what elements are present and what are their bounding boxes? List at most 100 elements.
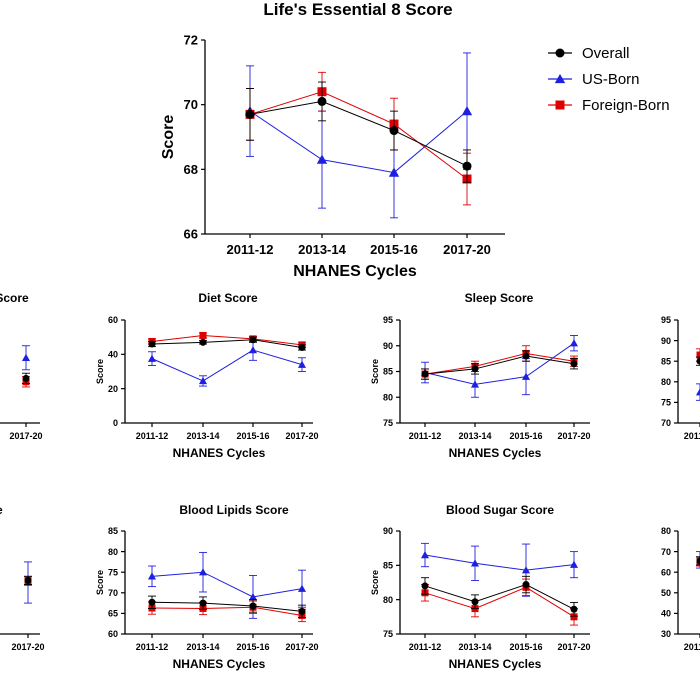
data-point bbox=[522, 352, 530, 360]
data-point bbox=[570, 360, 578, 368]
legend-label: Foreign-Born bbox=[582, 97, 670, 114]
x-tick-label: 2017-20 bbox=[285, 642, 318, 652]
series-line bbox=[249, 110, 468, 174]
legend-label: Overall bbox=[582, 45, 630, 62]
series-foreign-born bbox=[148, 331, 306, 349]
data-point bbox=[421, 582, 429, 590]
x-tick-label: 2015-16 bbox=[236, 642, 269, 652]
x-tick-label: 2015-16 bbox=[509, 431, 542, 441]
x-tick-label: 2017-20 bbox=[557, 431, 590, 441]
series-foreign-born bbox=[421, 578, 578, 626]
series-overall bbox=[696, 356, 700, 366]
x-axis-label: NHANES Cycles bbox=[449, 657, 542, 671]
data-point bbox=[245, 109, 255, 119]
y-axis-label: Score bbox=[160, 115, 177, 160]
x-axis-label: NHANES Cycles bbox=[449, 446, 542, 460]
data-point bbox=[24, 576, 32, 584]
y-tick-label: 70 bbox=[661, 547, 671, 557]
y-axis-label: Score bbox=[370, 570, 380, 595]
data-point bbox=[249, 336, 257, 344]
x-tick-label: 2017-20 bbox=[443, 242, 491, 257]
series-line bbox=[424, 554, 575, 571]
data-point bbox=[199, 599, 207, 607]
x-tick-label: 2013-14 bbox=[458, 431, 491, 441]
data-point bbox=[421, 370, 429, 378]
data-point bbox=[570, 605, 578, 613]
y-tick-label: 75 bbox=[108, 567, 118, 577]
x-tick-label: 2011-12 bbox=[227, 242, 274, 257]
chart-title: Life's Essential 8 Score bbox=[263, 0, 452, 19]
series-line bbox=[151, 601, 303, 612]
x-tick-label: 2011-12 bbox=[409, 642, 442, 652]
y-tick-label: 80 bbox=[108, 547, 118, 557]
data-point bbox=[521, 566, 531, 574]
series-line bbox=[424, 352, 575, 375]
x-tick-label: 2011-12 bbox=[684, 642, 700, 652]
data-point bbox=[317, 96, 327, 106]
data-point bbox=[570, 613, 578, 621]
y-tick-label: 85 bbox=[383, 367, 393, 377]
series-line bbox=[151, 334, 303, 346]
y-tick-label: 72 bbox=[184, 33, 198, 48]
legend-label: US-Born bbox=[582, 71, 640, 88]
data-point bbox=[696, 557, 700, 565]
data-point bbox=[696, 357, 700, 365]
data-point bbox=[199, 338, 207, 346]
y-tick-label: 66 bbox=[184, 227, 198, 242]
y-tick-label: 80 bbox=[383, 392, 393, 402]
chart-title: Sleep Score bbox=[465, 291, 534, 305]
legend-marker-square bbox=[555, 100, 565, 110]
y-tick-label: 80 bbox=[661, 377, 671, 387]
x-axis-label: NHANES Cycles bbox=[173, 657, 266, 671]
series-us-born bbox=[695, 383, 700, 401]
chart-title: Diet Score bbox=[198, 291, 258, 305]
y-tick-label: 70 bbox=[661, 418, 671, 428]
y-tick-label: 95 bbox=[661, 315, 671, 325]
series-us-born bbox=[420, 542, 579, 597]
y-tick-label: 80 bbox=[383, 595, 393, 605]
legend: Overall US-Born Foreign-Born bbox=[548, 45, 670, 114]
chart-title: Blood Lipids Score bbox=[179, 503, 289, 517]
y-tick-label: 90 bbox=[383, 341, 393, 351]
data-point bbox=[316, 154, 328, 164]
x-tick-label: 2013-14 bbox=[186, 431, 219, 441]
chart-title: core bbox=[0, 503, 3, 517]
chart-p1: Score 2017-20 bbox=[0, 291, 43, 441]
series-line bbox=[151, 571, 303, 598]
data-point bbox=[198, 376, 208, 385]
y-tick-label: 30 bbox=[661, 629, 671, 639]
data-point bbox=[297, 584, 307, 592]
data-point bbox=[470, 380, 480, 388]
chart-p4: 70 75 80 85 90 95 2011-12 bbox=[661, 315, 700, 441]
data-point bbox=[521, 372, 531, 380]
y-axis-label: Score bbox=[370, 359, 380, 384]
data-point bbox=[695, 388, 700, 396]
series-line bbox=[424, 586, 575, 618]
x-tick-label: 2017-20 bbox=[557, 642, 590, 652]
legend-marker-triangle bbox=[554, 73, 566, 84]
chart-main: Life's Essential 8 Score 66 68 70 72 2011-12 2… bbox=[160, 0, 505, 280]
x-tick-label: 2011-12 bbox=[409, 431, 442, 441]
y-tick-label: 40 bbox=[661, 609, 671, 619]
series-line bbox=[151, 339, 303, 348]
data-point bbox=[297, 360, 307, 368]
y-tick-label: 85 bbox=[383, 560, 393, 570]
series-line bbox=[424, 342, 575, 385]
data-point bbox=[696, 351, 700, 359]
chart-lipids: Blood Lipids Score 60 65 70 75 80 85 2011-12 201… bbox=[95, 503, 319, 671]
y-tick-label: 40 bbox=[108, 349, 118, 359]
y-tick-label: 70 bbox=[184, 97, 198, 112]
y-tick-label: 90 bbox=[383, 526, 393, 536]
data-point bbox=[388, 167, 400, 177]
series-overall bbox=[245, 81, 472, 183]
y-tick-label: 20 bbox=[108, 384, 118, 394]
y-tick-label: 75 bbox=[383, 629, 393, 639]
y-tick-label: 60 bbox=[661, 567, 671, 577]
y-tick-label: 85 bbox=[108, 526, 118, 536]
data-point bbox=[298, 607, 306, 615]
data-point bbox=[471, 365, 479, 373]
y-axis-label: Score bbox=[95, 359, 105, 384]
data-point bbox=[21, 353, 31, 361]
chart-sugar: Blood Sugar Score 75 80 85 90 2011-12 2013-14 2… bbox=[370, 503, 591, 671]
